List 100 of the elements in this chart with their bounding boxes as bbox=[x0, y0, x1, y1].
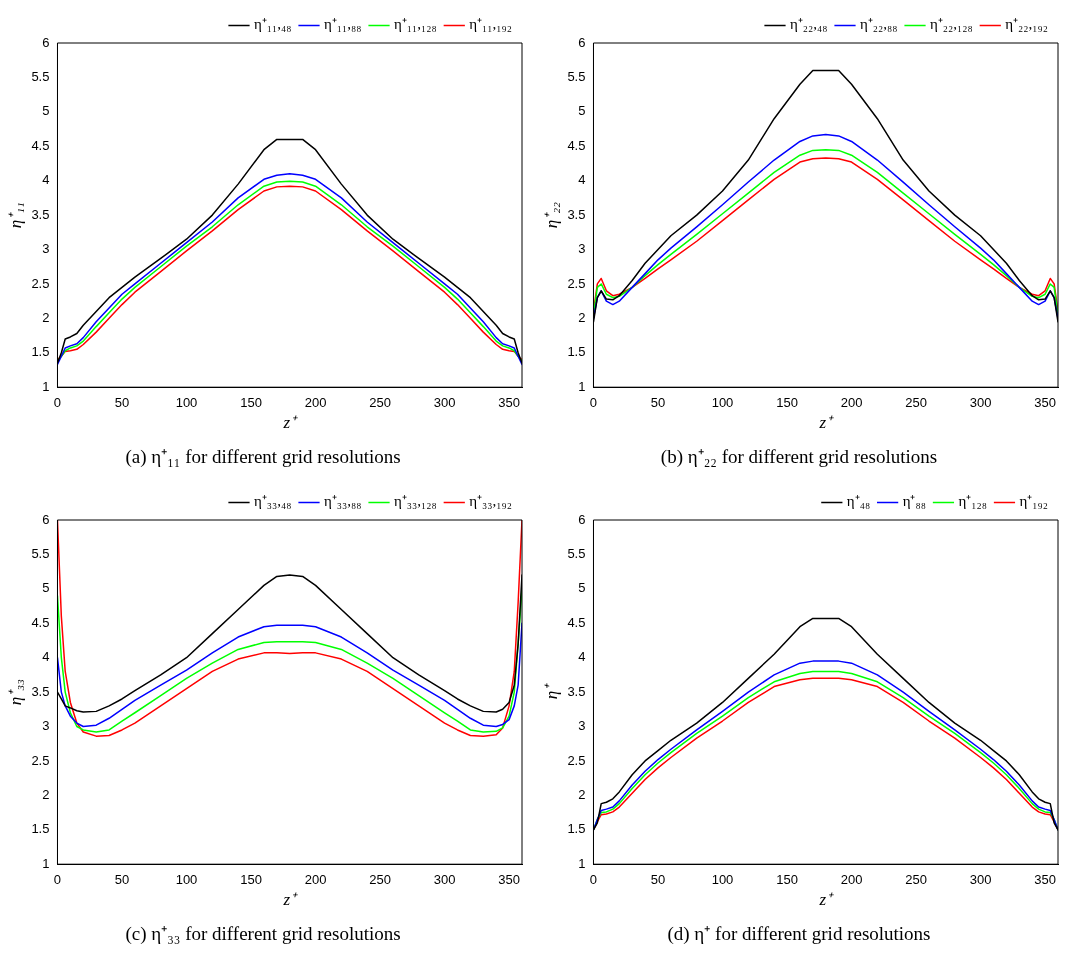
x-tick-label: 300 bbox=[969, 871, 992, 887]
x-tick-label: 150 bbox=[776, 871, 798, 887]
y-tick-label: 5.5 bbox=[567, 69, 586, 84]
x-axis-title: z⁺ bbox=[818, 890, 835, 910]
y-axis-title: η⁺₃₃ bbox=[5, 678, 25, 706]
x-tick-label: 300 bbox=[969, 394, 992, 410]
x-tick-label: 50 bbox=[114, 394, 130, 410]
y-tick-label: 1 bbox=[578, 378, 586, 394]
y-tick-label: 1.5 bbox=[567, 821, 586, 837]
legend-label: η⁺₂₂,₄₈ bbox=[789, 16, 828, 33]
y-tick-label: 2.5 bbox=[31, 275, 50, 291]
y-tick-label: 6 bbox=[578, 511, 586, 527]
y-tick-label: 1 bbox=[578, 855, 586, 871]
y-tick-label: 1 bbox=[42, 378, 50, 394]
y-tick-label: 3.5 bbox=[567, 206, 586, 222]
x-tick-label: 250 bbox=[369, 394, 391, 410]
y-tick-label: 2.5 bbox=[567, 752, 586, 768]
y-tick-label: 3.5 bbox=[567, 683, 586, 699]
legend-label: η⁺₂₂,₁₂₈ bbox=[930, 16, 973, 33]
y-tick-label: 1.5 bbox=[31, 821, 50, 837]
x-tick-label: 0 bbox=[53, 394, 62, 410]
x-tick-label: 0 bbox=[589, 394, 598, 410]
legend-label: η⁺₃₃,₁₂₈ bbox=[394, 493, 437, 510]
y-tick-label: 4.5 bbox=[31, 137, 50, 153]
x-tick-label: 100 bbox=[711, 871, 734, 887]
y-axis-title: η⁺₁₁ bbox=[5, 201, 25, 229]
x-tick-label: 100 bbox=[175, 394, 198, 410]
x-axis-title: z⁺ bbox=[818, 413, 835, 433]
x-tick-label: 350 bbox=[1034, 871, 1056, 887]
y-tick-label: 6 bbox=[42, 511, 50, 527]
x-tick-label: 50 bbox=[114, 871, 130, 887]
y-tick-label: 1 bbox=[42, 855, 50, 871]
x-tick-label: 0 bbox=[589, 871, 598, 887]
text: (c) η⁺₃₃ for different grid resolutions bbox=[125, 922, 401, 945]
y-tick-label: 5.5 bbox=[567, 546, 586, 561]
y-tick-label: 3 bbox=[42, 241, 50, 257]
y-tick-label: 2 bbox=[578, 309, 586, 325]
legend-label: η⁺₁₁,₈₈ bbox=[324, 16, 362, 33]
y-tick-label: 5.5 bbox=[31, 546, 50, 561]
x-tick-label: 200 bbox=[304, 394, 327, 410]
x-tick-label: 50 bbox=[650, 871, 666, 887]
x-tick-label: 250 bbox=[905, 871, 927, 887]
x-tick-label: 350 bbox=[498, 394, 520, 410]
x-tick-label: 200 bbox=[840, 394, 863, 410]
y-tick-label: 4.5 bbox=[567, 614, 586, 630]
y-tick-label: 4.5 bbox=[31, 614, 50, 630]
x-tick-label: 300 bbox=[433, 871, 456, 887]
y-tick-label: 2 bbox=[578, 786, 586, 802]
y-tick-label: 4 bbox=[578, 172, 586, 188]
x-axis-title: z⁺ bbox=[282, 890, 299, 910]
y-tick-label: 5 bbox=[42, 103, 50, 119]
y-tick-label: 4 bbox=[42, 172, 50, 188]
legend-label: η⁺₁₁,₄₈ bbox=[253, 16, 292, 33]
y-tick-label: 3.5 bbox=[31, 683, 50, 699]
legend-label: η⁺₃₃,₄₈ bbox=[253, 493, 292, 510]
legend-label: η⁺₁₂₈ bbox=[958, 493, 987, 510]
y-tick-label: 2.5 bbox=[31, 752, 50, 768]
y-tick-label: 5 bbox=[42, 580, 50, 596]
x-tick-label: 250 bbox=[369, 871, 391, 887]
y-tick-label: 6 bbox=[42, 34, 50, 50]
legend-label: η⁺₁₁,₁₉₂ bbox=[469, 16, 513, 33]
y-axis-title: η⁺ bbox=[541, 682, 561, 700]
x-tick-label: 100 bbox=[711, 394, 734, 410]
y-tick-label: 5.5 bbox=[31, 69, 50, 84]
legend-label: η⁺₁₉₂ bbox=[1019, 493, 1049, 510]
legend-label: η⁺₂₂,₈₈ bbox=[860, 16, 898, 33]
y-tick-label: 3 bbox=[42, 718, 50, 734]
legend-label: η⁺₁₁,₁₂₈ bbox=[394, 16, 437, 33]
y-tick-label: 1.5 bbox=[567, 344, 586, 360]
y-tick-label: 5 bbox=[578, 580, 586, 596]
x-tick-label: 50 bbox=[650, 394, 666, 410]
x-axis-title: z⁺ bbox=[282, 413, 299, 433]
text: (b) η⁺₂₂ for different grid resolutions bbox=[660, 445, 938, 468]
x-tick-label: 350 bbox=[498, 871, 520, 887]
y-tick-label: 3 bbox=[578, 718, 586, 734]
y-axis-title: η⁺₂₂ bbox=[541, 201, 561, 229]
text: (a) η⁺₁₁ for different grid resolutions bbox=[125, 445, 401, 468]
x-tick-label: 100 bbox=[175, 871, 198, 887]
y-tick-label: 4.5 bbox=[567, 137, 586, 153]
x-tick-label: 300 bbox=[433, 394, 456, 410]
y-tick-label: 5 bbox=[578, 103, 586, 119]
x-tick-label: 350 bbox=[1034, 394, 1056, 410]
legend-label: η⁺₂₂,₁₉₂ bbox=[1005, 16, 1049, 33]
x-tick-label: 250 bbox=[905, 394, 927, 410]
y-tick-label: 3 bbox=[578, 241, 586, 257]
legend-label: η⁺₃₃,₈₈ bbox=[324, 493, 362, 510]
x-tick-label: 200 bbox=[304, 871, 327, 887]
text: (d) η⁺ for different grid resolutions bbox=[667, 922, 931, 945]
y-tick-label: 2 bbox=[42, 309, 50, 325]
y-tick-label: 2.5 bbox=[567, 275, 586, 291]
y-tick-label: 3.5 bbox=[31, 206, 50, 222]
legend-label: η⁺₄₈ bbox=[846, 493, 871, 510]
legend-label: η⁺₈₈ bbox=[902, 493, 926, 510]
legend-label: η⁺₃₃,₁₉₂ bbox=[469, 493, 513, 510]
x-tick-label: 150 bbox=[240, 871, 262, 887]
x-tick-label: 150 bbox=[240, 394, 262, 410]
y-tick-label: 2 bbox=[42, 786, 50, 802]
y-tick-label: 4 bbox=[42, 649, 50, 665]
y-tick-label: 4 bbox=[578, 649, 586, 665]
y-tick-label: 1.5 bbox=[31, 344, 50, 360]
